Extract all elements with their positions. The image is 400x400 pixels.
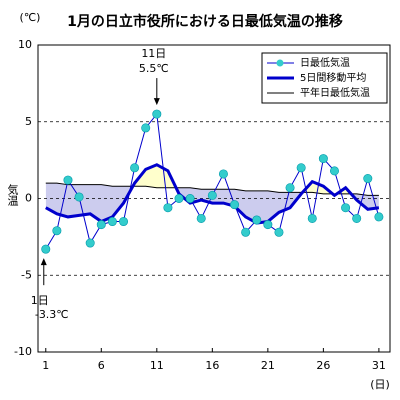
data-point	[74, 192, 84, 202]
x-tick-label: 31	[372, 359, 386, 372]
y-unit: (℃)	[20, 11, 41, 24]
annotation-value: -3.3℃	[35, 308, 69, 321]
legend-label: 平年日最低気温	[300, 86, 370, 99]
data-point	[196, 213, 206, 223]
y-tick-label: -5	[21, 268, 32, 281]
annotation-day: 11日	[141, 47, 166, 60]
data-point	[318, 154, 328, 164]
x-tick-label: 6	[98, 359, 105, 372]
data-point	[329, 166, 339, 176]
x-tick-label: 21	[261, 359, 275, 372]
data-point	[274, 227, 284, 237]
legend-label: 日最低気温	[300, 56, 350, 69]
data-point	[363, 174, 373, 184]
annotation-value: 5.5℃	[139, 62, 169, 75]
series-line	[45, 182, 379, 196]
x-tick-label: 1	[42, 359, 49, 372]
data-point	[63, 175, 73, 185]
data-point	[374, 212, 384, 222]
legend-marker	[276, 59, 284, 67]
data-point	[96, 220, 106, 230]
y-tick-label: -10	[14, 345, 32, 358]
data-point	[41, 244, 51, 254]
x-unit: (日)	[370, 378, 390, 391]
data-point	[241, 227, 251, 237]
data-point	[218, 169, 228, 179]
x-tick-label: 16	[205, 359, 219, 372]
x-tick-label: 11	[150, 359, 164, 372]
data-point	[119, 217, 129, 227]
data-point	[230, 200, 240, 210]
data-point	[307, 213, 317, 223]
data-point	[207, 190, 217, 200]
chart-title: 1月の日立市役所における日最低気温の推移	[67, 13, 343, 30]
data-point	[85, 238, 95, 248]
data-point	[341, 203, 351, 213]
data-point	[163, 203, 173, 213]
annotation-arrowhead	[153, 98, 160, 106]
plot-frame	[37, 44, 391, 353]
data-point	[130, 163, 140, 173]
legend-label: 5日間移動平均	[300, 71, 366, 84]
y-tick-label: 0	[25, 192, 32, 205]
data-point	[352, 213, 362, 223]
x-tick-label: 26	[316, 359, 330, 372]
data-point	[174, 194, 184, 204]
data-point	[185, 194, 195, 204]
annotation-arrowhead	[40, 258, 47, 266]
annotation-day: 1日	[31, 294, 49, 307]
y-axis-label: 気温	[6, 183, 19, 206]
data-point	[285, 183, 295, 193]
series-line	[45, 112, 380, 250]
data-point	[152, 109, 162, 119]
data-point	[107, 217, 117, 227]
y-tick-label: 5	[25, 115, 32, 128]
data-point	[296, 163, 306, 173]
data-point	[252, 215, 262, 225]
data-point	[141, 123, 151, 133]
y-tick-label: 10	[18, 38, 32, 51]
data-point	[263, 220, 273, 230]
data-point	[52, 226, 62, 236]
